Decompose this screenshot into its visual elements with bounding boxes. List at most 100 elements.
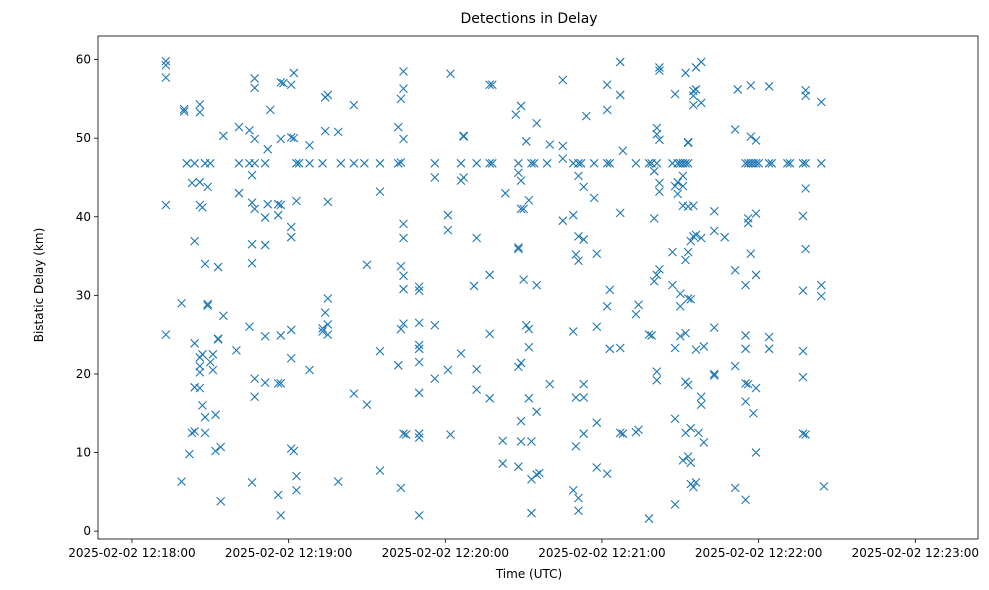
data-point <box>683 380 693 390</box>
data-point <box>514 244 523 254</box>
data-point <box>443 225 453 235</box>
data-point <box>678 456 688 465</box>
data-point <box>764 332 774 342</box>
data-point <box>592 463 602 472</box>
data-point <box>216 442 226 452</box>
data-point <box>574 171 583 181</box>
data-point <box>203 182 213 192</box>
data-point <box>213 262 223 272</box>
data-point <box>532 280 542 290</box>
data-point <box>675 331 685 341</box>
data-point <box>652 270 662 280</box>
data-point <box>801 244 811 254</box>
data-point <box>182 158 192 168</box>
data-point <box>605 344 615 354</box>
data-point <box>568 327 578 336</box>
data-point <box>798 211 808 221</box>
data-point <box>396 94 406 104</box>
data-point <box>524 324 534 334</box>
data-point <box>681 328 690 338</box>
data-point <box>250 392 260 402</box>
data-point <box>396 483 406 493</box>
data-point <box>644 158 654 168</box>
data-point <box>592 249 602 259</box>
data-point <box>652 123 662 133</box>
data-point <box>686 423 696 433</box>
data-point <box>683 247 693 257</box>
data-point <box>691 85 701 94</box>
data-point <box>751 270 761 280</box>
y-tick-label: 10 <box>76 446 91 460</box>
data-point <box>362 260 372 270</box>
data-point <box>741 344 750 354</box>
data-point <box>652 375 662 385</box>
data-point <box>733 85 743 94</box>
data-point <box>247 258 257 268</box>
x-tick-label: 2025-02-02 12:23:00 <box>852 546 979 560</box>
data-point <box>652 158 662 168</box>
data-point <box>485 80 495 90</box>
data-point <box>746 132 756 141</box>
data-point <box>545 379 555 389</box>
data-point <box>161 60 171 70</box>
data-point <box>456 158 466 168</box>
data-point <box>743 218 753 228</box>
data-point <box>688 91 698 101</box>
data-point <box>801 184 811 193</box>
data-point <box>375 346 385 356</box>
data-point <box>200 412 210 422</box>
data-point <box>177 477 186 487</box>
data-point <box>751 383 761 393</box>
data-point <box>579 393 589 402</box>
data-point <box>634 300 643 310</box>
data-point <box>190 158 200 168</box>
data-point <box>203 301 213 310</box>
data-point <box>323 320 333 329</box>
data-point <box>730 361 740 371</box>
data-point <box>430 320 440 330</box>
data-point <box>195 367 205 377</box>
data-point <box>675 289 685 299</box>
data-point <box>576 158 586 168</box>
data-point <box>649 213 659 223</box>
data-point <box>323 90 333 100</box>
data-point <box>516 101 526 111</box>
data-point <box>816 97 826 107</box>
data-point <box>273 199 283 209</box>
data-point <box>615 343 625 353</box>
data-point <box>801 430 811 439</box>
data-point <box>819 481 829 491</box>
data-point <box>816 158 826 168</box>
data-point <box>393 158 403 168</box>
data-point <box>320 308 330 318</box>
data-point <box>678 171 688 181</box>
data-point <box>683 158 693 168</box>
data-point <box>743 213 753 223</box>
data-point <box>521 320 531 330</box>
data-point <box>686 294 696 304</box>
data-point <box>568 485 578 495</box>
data-point <box>485 329 495 339</box>
data-point <box>743 379 753 389</box>
data-point <box>250 204 260 214</box>
data-point <box>446 69 455 79</box>
data-point <box>655 63 664 72</box>
data-point <box>764 81 774 91</box>
data-point <box>273 378 283 388</box>
data-point <box>399 233 408 243</box>
data-point <box>399 429 408 439</box>
data-point <box>571 250 581 259</box>
data-point <box>286 132 296 142</box>
data-point <box>211 446 220 456</box>
data-point <box>668 247 677 257</box>
data-point <box>349 389 359 398</box>
data-point <box>655 265 664 274</box>
data-point <box>647 331 656 340</box>
data-point <box>472 364 482 374</box>
data-point <box>414 433 424 443</box>
data-point <box>673 177 683 187</box>
data-point <box>250 158 260 168</box>
data-point <box>741 331 750 340</box>
data-point <box>581 111 591 121</box>
data-point <box>359 158 369 168</box>
